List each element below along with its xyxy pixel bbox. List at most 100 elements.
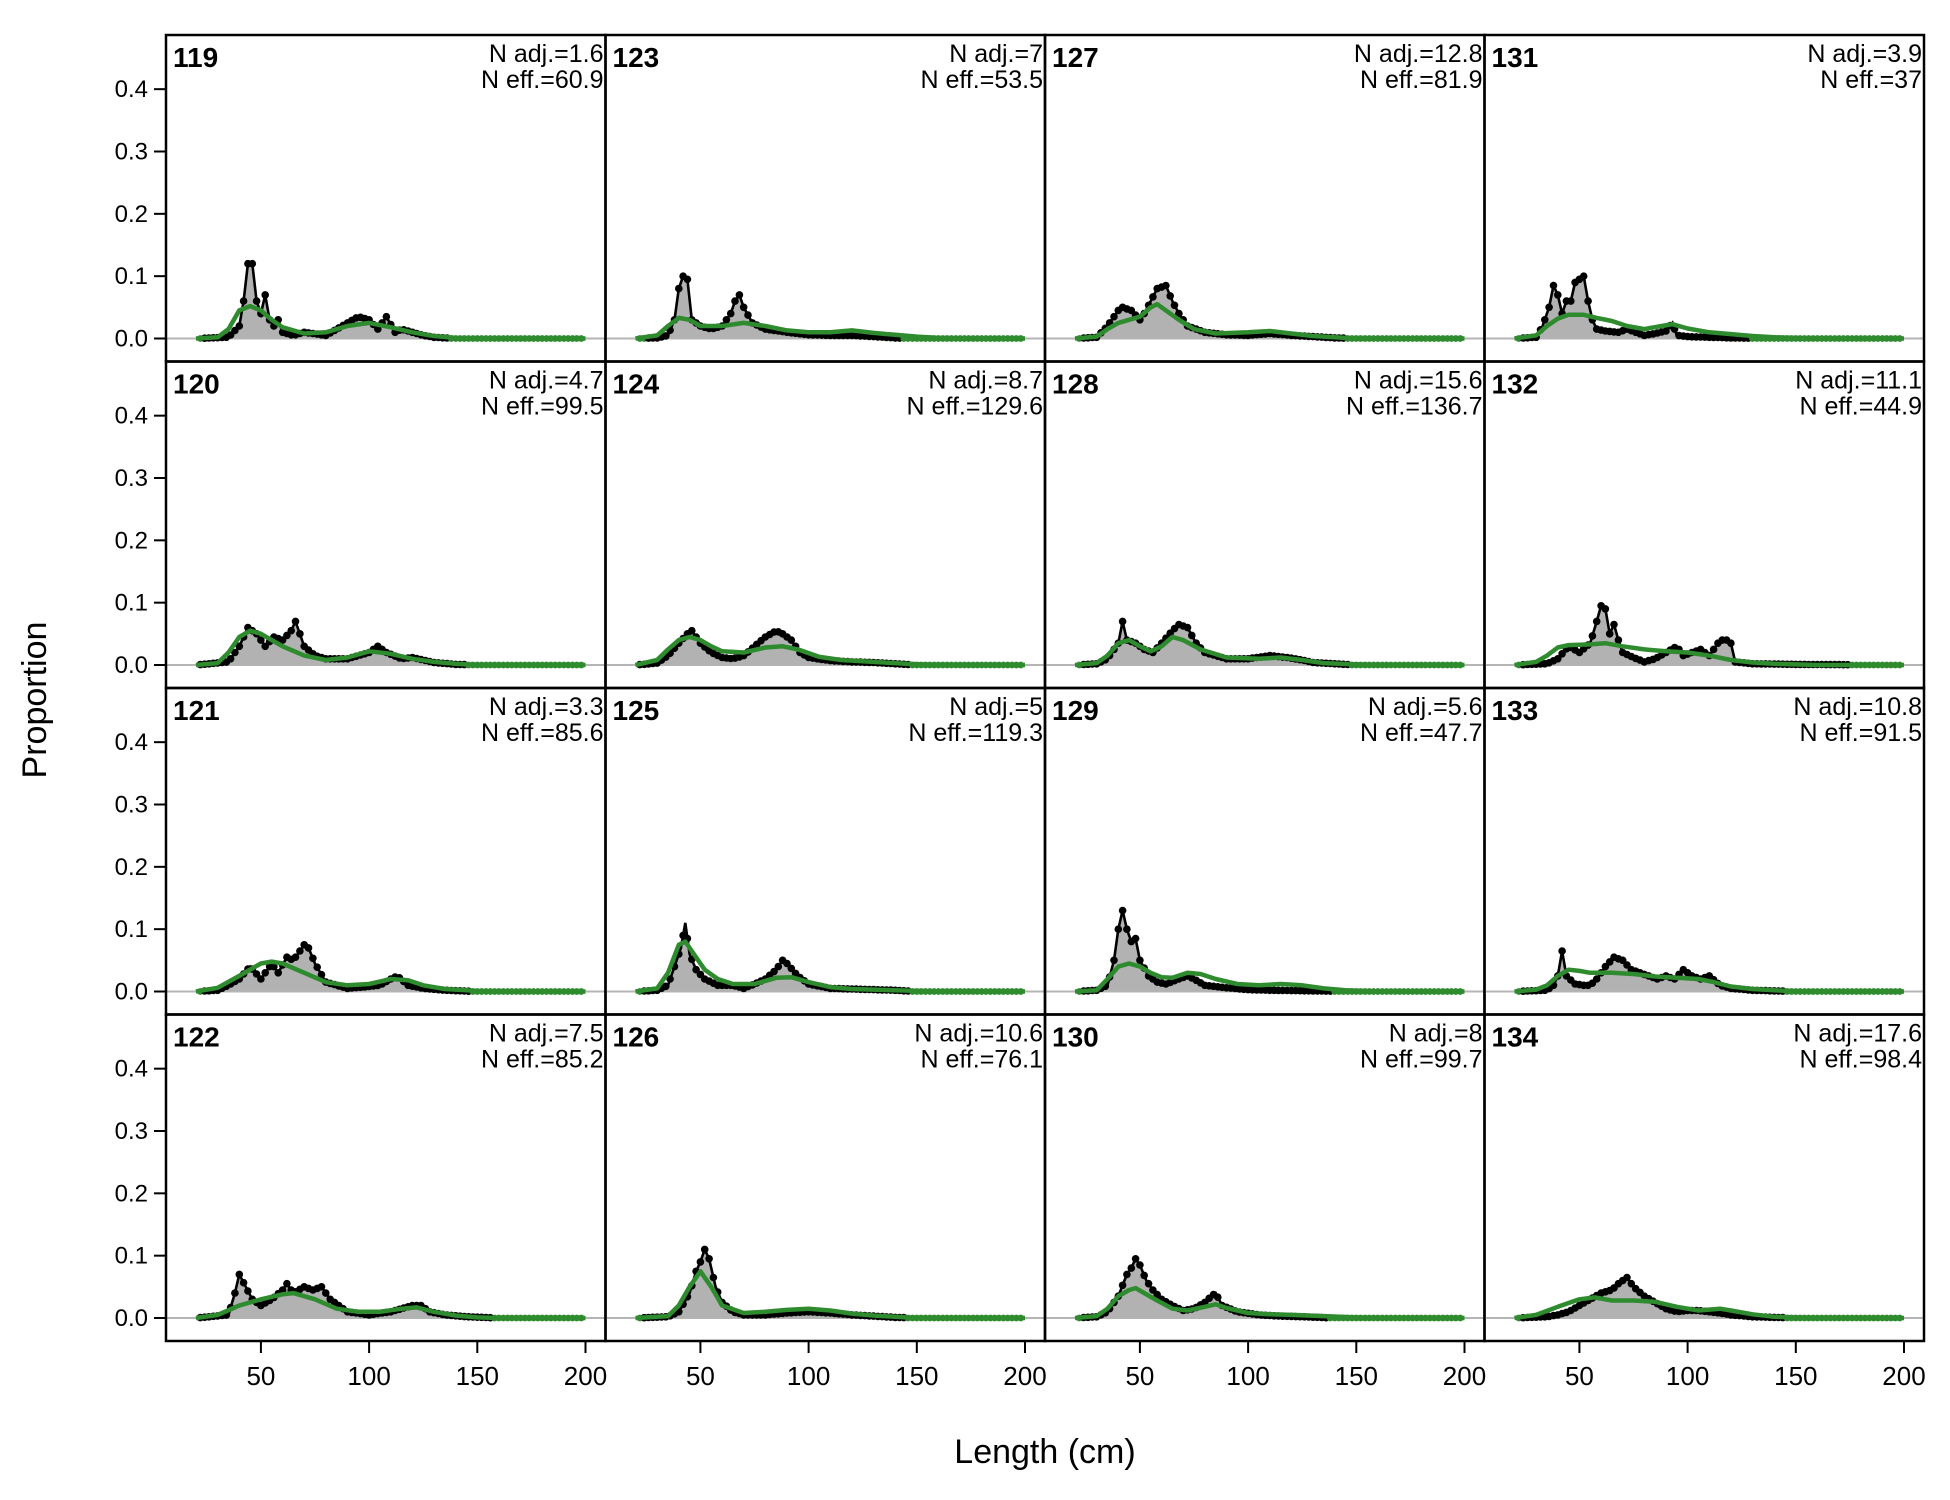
n-adj-label: N adj.=7.5 bbox=[489, 1020, 604, 1048]
expected-line bbox=[195, 628, 586, 668]
observed-point bbox=[274, 969, 283, 977]
observed-area bbox=[1514, 1277, 1904, 1318]
x-tick-label: 200 bbox=[1882, 1361, 1925, 1391]
observed-area bbox=[1075, 910, 1465, 992]
expected-line bbox=[1074, 961, 1465, 994]
n-eff-label: N eff.=76.1 bbox=[920, 1046, 1043, 1074]
panel-id-label: 130 bbox=[1052, 1022, 1099, 1053]
x-tick-label: 100 bbox=[347, 1361, 390, 1391]
expected-line bbox=[635, 1269, 1025, 1321]
observed-point bbox=[304, 944, 313, 952]
observed-point bbox=[231, 648, 239, 657]
observed-point bbox=[1554, 291, 1562, 299]
n-adj-label: N adj.=11.1 bbox=[1795, 367, 1922, 395]
observed-point bbox=[688, 626, 696, 635]
observed-area bbox=[635, 1249, 1025, 1318]
observed-point bbox=[705, 1255, 713, 1263]
observed-point bbox=[309, 954, 317, 963]
panel-124: 124 N adj.=8.7N eff.=129.6 bbox=[604, 360, 1047, 690]
observed-point bbox=[1592, 617, 1601, 626]
x-tick-label: 150 bbox=[1774, 1361, 1817, 1391]
observed-area bbox=[635, 922, 1025, 992]
observed-point bbox=[261, 291, 270, 299]
panel-120: 120 N adj.=4.7N eff.=99.5 0.0 0.1 0.2 0.3 0.4 bbox=[115, 360, 607, 690]
n-eff-label: N eff.=91.5 bbox=[1799, 719, 1922, 747]
n-adj-label: N adj.=5.6 bbox=[1368, 693, 1483, 721]
expected-line bbox=[195, 959, 586, 994]
n-eff-label: N eff.=99.5 bbox=[481, 393, 604, 421]
observed-point bbox=[1541, 316, 1549, 324]
panel-id-label: 129 bbox=[1052, 695, 1099, 726]
y-tick-label: 0.1 bbox=[115, 916, 148, 943]
panel-id-label: 128 bbox=[1052, 369, 1099, 400]
expected-line bbox=[635, 939, 1025, 994]
expected-line bbox=[1514, 1295, 1904, 1321]
observed-point bbox=[783, 959, 791, 968]
n-adj-label: N adj.=8 bbox=[1389, 1020, 1483, 1048]
panel-121: 121 N adj.=3.3N eff.=85.6 0.0 0.1 0.2 0.3 0.4 bbox=[115, 686, 607, 1016]
n-eff-label: N eff.=53.5 bbox=[920, 66, 1043, 94]
observed-point bbox=[382, 312, 391, 321]
observed-point bbox=[1558, 947, 1566, 955]
panel-131: 131 N adj.=3.9N eff.=37 bbox=[1483, 33, 1926, 363]
observed-point bbox=[1558, 650, 1566, 658]
panel-id-label: 119 bbox=[173, 42, 218, 73]
n-adj-label: N adj.=15.6 bbox=[1354, 367, 1483, 395]
y-tick-label: 0.4 bbox=[115, 403, 148, 430]
observed-point bbox=[1567, 297, 1575, 305]
y-tick-label: 0.3 bbox=[115, 139, 148, 166]
observed-point bbox=[700, 1245, 709, 1254]
observed-point bbox=[296, 630, 304, 638]
expected-line bbox=[195, 303, 586, 341]
observed-point bbox=[1175, 309, 1183, 318]
observed-point bbox=[722, 316, 731, 324]
observed-point bbox=[257, 636, 265, 644]
panel-130: 130 N adj.=8N eff.=99.7 50 100 150 200 bbox=[1043, 1013, 1486, 1391]
observed-point bbox=[1131, 1255, 1140, 1263]
observed-point bbox=[1188, 631, 1196, 640]
observed-point bbox=[235, 642, 244, 651]
panel-id-label: 120 bbox=[173, 369, 220, 400]
n-eff-label: N eff.=98.4 bbox=[1799, 1046, 1922, 1074]
observed-point bbox=[1162, 281, 1170, 290]
panel-133: 133 N adj.=10.8N eff.=91.5 bbox=[1483, 686, 1926, 1016]
n-adj-label: N adj.=10.8 bbox=[1793, 693, 1922, 721]
y-tick-label: 0.1 bbox=[115, 1243, 148, 1270]
observed-point bbox=[317, 970, 326, 979]
observed-area bbox=[196, 1274, 586, 1318]
y-tick-label: 0.0 bbox=[115, 1305, 148, 1332]
observed-point bbox=[291, 617, 300, 626]
panel-id-label: 134 bbox=[1492, 1022, 1539, 1053]
panel-125: 125 N adj.=5N eff.=119.3 bbox=[604, 686, 1047, 1016]
y-tick-label: 0.2 bbox=[115, 1180, 148, 1207]
y-tick-label: 0.0 bbox=[115, 326, 148, 353]
observed-point bbox=[1614, 636, 1623, 644]
observed-point bbox=[675, 284, 683, 293]
x-tick-label: 150 bbox=[895, 1361, 938, 1391]
y-tick-label: 0.2 bbox=[115, 527, 148, 554]
observed-point bbox=[1601, 605, 1610, 613]
observed-point bbox=[1114, 925, 1123, 933]
observed-point bbox=[696, 1258, 705, 1266]
observed-point bbox=[1545, 303, 1553, 312]
expected-line bbox=[634, 634, 1025, 668]
n-eff-label: N eff.=129.6 bbox=[907, 393, 1043, 421]
observed-point bbox=[662, 332, 670, 340]
observed-point bbox=[731, 297, 739, 305]
observed-point bbox=[787, 964, 796, 973]
observed-point bbox=[1588, 632, 1597, 640]
observed-area bbox=[196, 944, 586, 992]
observed-point bbox=[1170, 301, 1179, 310]
observed-point bbox=[252, 297, 261, 305]
panel-id-label: 126 bbox=[613, 1022, 660, 1053]
n-eff-label: N eff.=85.6 bbox=[481, 719, 604, 747]
observed-point bbox=[1662, 327, 1670, 335]
observed-point bbox=[1610, 620, 1618, 629]
observed-point bbox=[666, 975, 674, 983]
observed-point bbox=[662, 982, 670, 991]
observed-point bbox=[1110, 312, 1118, 321]
observed-point bbox=[1136, 956, 1144, 965]
y-tick-label: 0.3 bbox=[115, 792, 148, 819]
observed-point bbox=[239, 297, 248, 305]
observed-point bbox=[1549, 281, 1558, 290]
